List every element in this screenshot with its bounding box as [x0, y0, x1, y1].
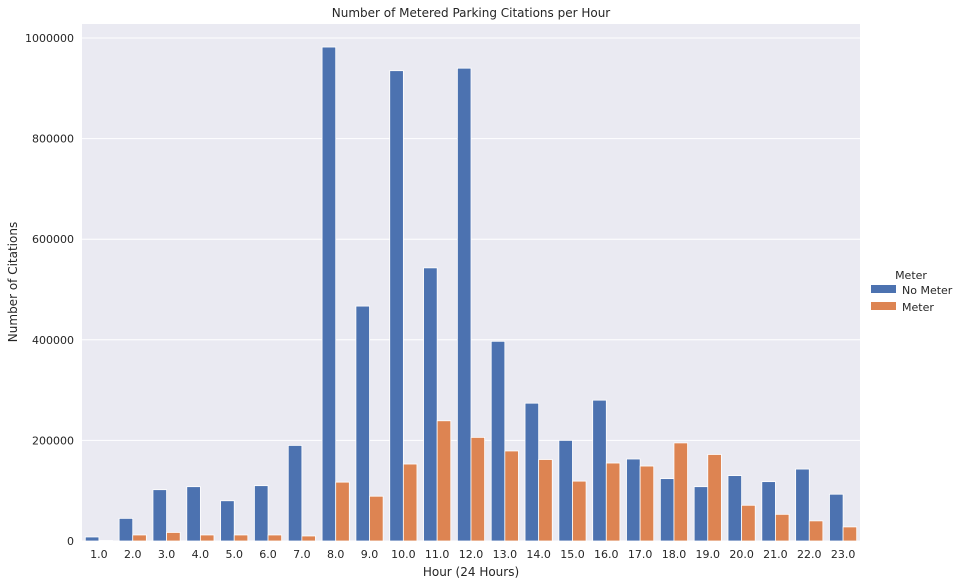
bar-meter-20-0: [741, 504, 756, 542]
x-tick-label-7: 8.0: [327, 548, 345, 561]
x-axis-label: Hour (24 Hours): [423, 565, 519, 579]
x-tick-labels: 1.0 2.0 3.0 4.0 5.0 6.0 7.0 8.0 9.0 10.0 11.0 12.0 1…: [90, 548, 855, 561]
y-tick-label-2: 400000: [32, 334, 74, 347]
bar-meter-7-0: [301, 535, 316, 542]
chart-title: Number of Metered Parking Citations per …: [332, 6, 611, 20]
x-tick-label-16: 17.0: [628, 548, 653, 561]
bar-no-meter-15-0: [558, 439, 573, 542]
bar-no-meter-23-0: [829, 493, 844, 542]
bar-meter-4-0: [199, 534, 215, 542]
bar-meter-21-0: [775, 513, 790, 542]
bar-meter-14-0: [538, 459, 553, 542]
bar-no-meter-2-0: [118, 517, 134, 542]
bar-no-meter-10-0: [389, 70, 404, 542]
bar-meter-9-0: [369, 495, 384, 542]
bar-no-meter-8-0: [321, 46, 337, 542]
bar-no-meter-7-0: [287, 445, 303, 542]
bar-meter-3-0: [166, 532, 181, 542]
y-tick-label-4: 800000: [32, 133, 74, 146]
legend-swatch-no-meter: [871, 285, 896, 293]
bar-no-meter-13-0: [490, 340, 506, 542]
bar-no-meter-12-0: [456, 67, 472, 542]
bar-meter-16-0: [605, 462, 621, 542]
bar-no-meter-21-0: [761, 481, 776, 542]
x-tick-label-21: 22.0: [797, 548, 822, 561]
x-tick-label-17: 18.0: [662, 548, 687, 561]
bar-no-meter-22-0: [795, 468, 810, 542]
x-tick-label-0: 1.0: [90, 548, 108, 561]
bar-no-meter-9-0: [355, 305, 370, 542]
y-tick-label-1: 200000: [32, 434, 74, 447]
bar-meter-18-0: [673, 442, 688, 542]
bar-no-meter-14-0: [524, 402, 540, 542]
bar-meter-15-0: [572, 480, 587, 542]
bar-meter-17-0: [639, 465, 655, 542]
x-tick-label-1: 2.0: [124, 548, 142, 561]
bar-meter-10-0: [402, 463, 418, 542]
x-tick-label-6: 7.0: [293, 548, 311, 561]
x-tick-label-9: 10.0: [391, 548, 416, 561]
bar-meter-1-0: [98, 540, 113, 542]
bar-meter-22-0: [808, 520, 824, 542]
bar-meter-8-0: [335, 481, 350, 542]
bar-no-meter-3-0: [152, 489, 167, 542]
bar-no-meter-1-0: [84, 536, 100, 542]
x-tick-label-4: 5.0: [225, 548, 243, 561]
legend-swatch-meter: [871, 302, 896, 310]
y-tick-labels: 0 200000 400000 600000 800000 1000000: [25, 32, 74, 548]
bar-no-meter-11-0: [423, 267, 438, 542]
x-tick-label-12: 13.0: [493, 548, 518, 561]
bar-meter-11-0: [436, 420, 452, 542]
y-tick-label-3: 600000: [32, 233, 74, 246]
bar-meter-12-0: [470, 436, 486, 542]
legend-title: Meter: [895, 269, 927, 282]
bar-meter-5-0: [233, 534, 249, 542]
bar-no-meter-19-0: [693, 486, 709, 542]
legend-label-meter: Meter: [902, 301, 934, 314]
x-tick-label-22: 23.0: [831, 548, 856, 561]
bar-meter-2-0: [132, 534, 147, 542]
bar-no-meter-18-0: [659, 478, 675, 542]
x-tick-label-20: 21.0: [763, 548, 788, 561]
y-tick-label-0: 0: [67, 535, 74, 548]
x-tick-label-2: 3.0: [158, 548, 176, 561]
x-tick-label-13: 14.0: [526, 548, 551, 561]
x-tick-label-3: 4.0: [192, 548, 210, 561]
x-tick-label-14: 15.0: [560, 548, 585, 561]
legend: Meter No Meter Meter: [871, 269, 953, 314]
y-tick-label-5: 1000000: [25, 32, 74, 45]
x-tick-label-11: 12.0: [459, 548, 484, 561]
bar-meter-6-0: [267, 534, 283, 542]
x-tick-label-5: 6.0: [259, 548, 277, 561]
x-tick-label-19: 20.0: [729, 548, 754, 561]
bar-no-meter-20-0: [727, 475, 743, 542]
bar-meter-19-0: [707, 454, 722, 542]
x-tick-label-10: 11.0: [425, 548, 450, 561]
bar-no-meter-17-0: [626, 458, 641, 542]
bar-no-meter-16-0: [592, 399, 607, 542]
bar-no-meter-6-0: [254, 485, 269, 542]
legend-label-no-meter: No Meter: [902, 284, 953, 297]
bar-meter-23-0: [842, 526, 858, 542]
x-tick-label-15: 16.0: [594, 548, 619, 561]
x-tick-label-18: 19.0: [696, 548, 721, 561]
bars: [84, 46, 858, 542]
bar-no-meter-4-0: [186, 486, 201, 542]
bar-no-meter-5-0: [220, 500, 235, 542]
x-tick-label-8: 9.0: [361, 548, 379, 561]
bar-meter-13-0: [504, 450, 519, 542]
y-axis-label: Number of Citations: [6, 222, 20, 342]
